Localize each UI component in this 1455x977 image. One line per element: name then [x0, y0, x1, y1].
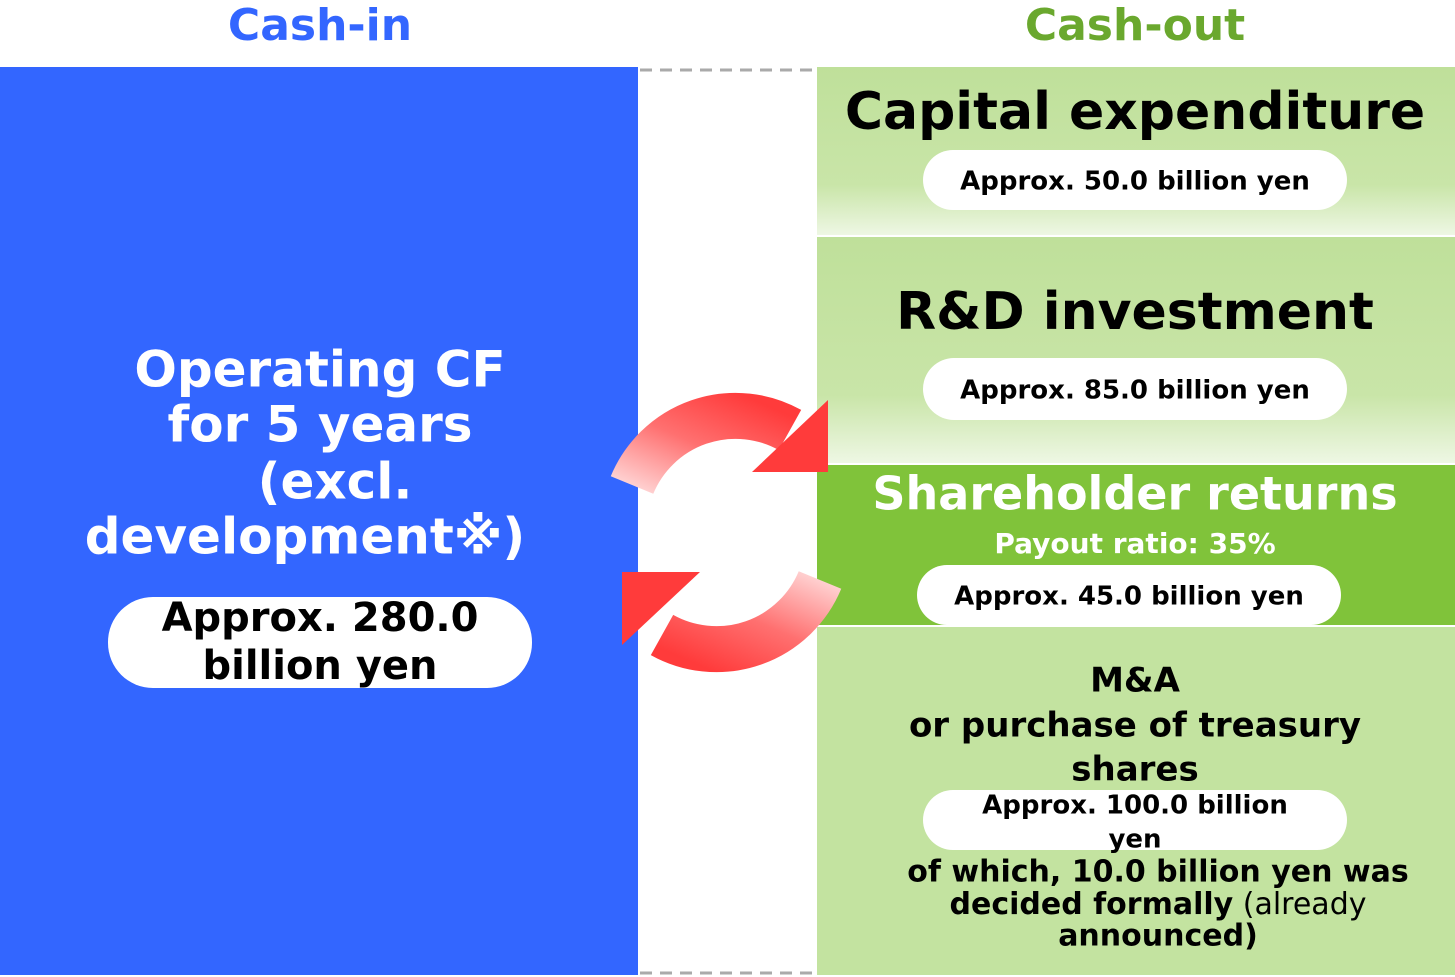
- cash-in-title: Operating CF: [134, 341, 505, 399]
- note: announced): [1058, 919, 1258, 954]
- amount: yen: [1108, 825, 1161, 855]
- mna-title: shares: [1071, 750, 1198, 790]
- note-bold: decided formally: [950, 887, 1234, 922]
- amount: Approx. 100.0 billion: [982, 791, 1288, 821]
- arrow-down: [650, 570, 842, 673]
- mna-title: or purchase of treasury: [909, 706, 1361, 746]
- arrow-head: [752, 400, 828, 472]
- amount: Approx. 50.0 billion yen: [960, 167, 1310, 197]
- capex-title: Capital expenditure: [845, 82, 1425, 142]
- cash-in-title: (excl.: [258, 453, 413, 511]
- cash-in-panel: [0, 67, 638, 975]
- shareholder-subtitle: Payout ratio: 35%: [994, 527, 1275, 560]
- mna-title: M&A: [1090, 661, 1180, 701]
- amount-pill: [108, 597, 532, 688]
- amount: Approx. 45.0 billion yen: [954, 582, 1304, 612]
- amount: billion yen: [202, 643, 437, 689]
- cycle-arrows: [610, 392, 842, 673]
- cash-out-heading: Cash-out: [1025, 0, 1245, 51]
- cash-in-title: for 5 years: [167, 396, 472, 454]
- arrow-head: [622, 572, 700, 645]
- note-normal: (already: [1233, 887, 1366, 922]
- cash-in-heading: Cash-in: [228, 0, 412, 51]
- amount-pill: [917, 565, 1341, 625]
- amount: Approx. 280.0: [162, 595, 479, 641]
- rnd-title: R&D investment: [896, 282, 1374, 342]
- amount-pill: [923, 150, 1347, 210]
- note: decided formally (already: [950, 887, 1367, 922]
- amount-pill: [923, 358, 1347, 420]
- note: of which, 10.0 billion yen was: [907, 855, 1408, 890]
- amount: Approx. 85.0 billion yen: [960, 376, 1310, 406]
- rnd-panel: [817, 237, 1455, 463]
- arrow-up: [610, 392, 802, 495]
- cash-in-title: development※): [85, 508, 525, 566]
- shareholder-title: Shareholder returns: [872, 467, 1397, 521]
- amount-pill: [923, 790, 1347, 850]
